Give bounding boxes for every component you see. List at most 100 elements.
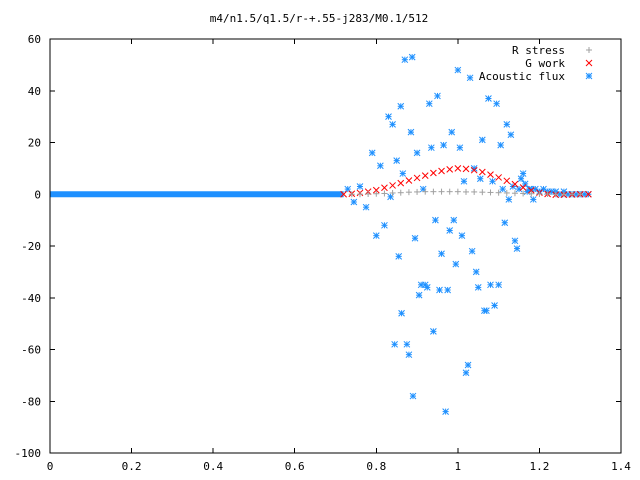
data-point — [448, 128, 456, 136]
data-point — [436, 286, 443, 294]
data-point — [415, 291, 423, 299]
y-tick-label: 40 — [28, 85, 41, 98]
acoustic-flux-baseline — [50, 191, 344, 198]
data-point — [495, 189, 502, 196]
data-point — [389, 189, 396, 196]
data-point — [356, 191, 363, 198]
data-point — [462, 369, 470, 377]
data-point — [456, 144, 464, 152]
data-point — [495, 281, 502, 289]
y-tick-label: 60 — [28, 33, 41, 46]
data-point — [527, 187, 535, 194]
data-point — [438, 188, 445, 195]
data-point — [474, 284, 482, 291]
legend-marker — [585, 59, 593, 67]
data-point — [507, 131, 515, 139]
legend-label: G work — [525, 57, 565, 70]
data-point — [519, 170, 527, 177]
data-point — [397, 179, 405, 187]
data-point — [381, 184, 388, 192]
data-point — [411, 234, 419, 242]
data-point — [425, 100, 433, 108]
data-point — [505, 196, 513, 203]
data-point — [471, 188, 478, 195]
y-tick-label: -40 — [21, 292, 41, 305]
data-point — [501, 219, 509, 227]
data-point — [476, 175, 484, 183]
data-point — [483, 307, 490, 315]
data-point — [405, 189, 412, 196]
data-point — [350, 198, 358, 206]
data-point — [405, 351, 413, 359]
data-point — [511, 237, 519, 245]
data-point — [466, 74, 474, 82]
plot-frame — [49, 38, 622, 454]
data-point — [372, 232, 380, 240]
series-0 — [348, 188, 584, 198]
data-point — [463, 188, 470, 195]
legend-marker — [586, 47, 592, 53]
data-point — [519, 184, 527, 191]
data-point — [458, 232, 466, 240]
data-point — [503, 189, 510, 196]
marks-layer — [50, 53, 592, 415]
data-point — [520, 190, 527, 197]
data-point — [493, 100, 500, 108]
data-point — [348, 191, 355, 198]
data-point — [513, 245, 521, 252]
data-point — [423, 284, 431, 291]
data-point — [577, 191, 584, 198]
data-point — [430, 328, 437, 335]
data-point — [487, 189, 494, 196]
data-point — [464, 361, 472, 369]
data-point — [438, 167, 445, 175]
data-point — [381, 221, 388, 229]
data-point — [430, 169, 437, 177]
data-point — [503, 121, 511, 128]
data-point — [414, 188, 421, 195]
x-tick-label: 0.6 — [285, 460, 305, 473]
data-point — [489, 177, 496, 185]
data-point — [446, 188, 453, 195]
data-point — [403, 340, 411, 348]
x-tick-label: 0.4 — [203, 460, 223, 473]
data-point — [432, 216, 439, 224]
data-point — [397, 189, 404, 196]
data-point — [393, 157, 401, 164]
data-point — [340, 190, 348, 198]
data-point — [422, 188, 429, 195]
x-tick-label: 0.2 — [122, 460, 142, 473]
y-tick-label: -80 — [21, 395, 41, 408]
legend-label: R stress — [512, 44, 565, 57]
data-point — [497, 141, 505, 149]
data-point — [470, 166, 478, 174]
data-point — [444, 286, 452, 294]
data-point — [399, 170, 407, 177]
data-point — [446, 227, 454, 234]
data-point — [454, 188, 461, 195]
data-point — [407, 128, 415, 136]
data-point — [515, 185, 523, 193]
data-point — [462, 165, 470, 173]
series-2 — [50, 53, 592, 415]
data-point — [511, 180, 519, 188]
data-point — [391, 340, 398, 348]
data-point — [372, 186, 380, 194]
data-point — [478, 136, 486, 144]
data-point — [413, 174, 421, 182]
data-point — [511, 190, 518, 197]
data-point — [454, 165, 462, 172]
data-point — [478, 168, 486, 176]
data-point — [499, 185, 507, 193]
x-tick-label: 1.2 — [529, 460, 549, 473]
data-point — [373, 190, 380, 197]
data-point — [485, 95, 492, 102]
chart-title: m4/n1.5/q1.5/r-+.55-j283/M0.1/512 — [210, 12, 429, 25]
data-point — [401, 56, 409, 64]
data-point — [536, 190, 543, 197]
data-point — [438, 250, 445, 258]
data-point — [397, 102, 405, 110]
legend-marker — [585, 72, 593, 80]
data-point — [440, 141, 447, 149]
